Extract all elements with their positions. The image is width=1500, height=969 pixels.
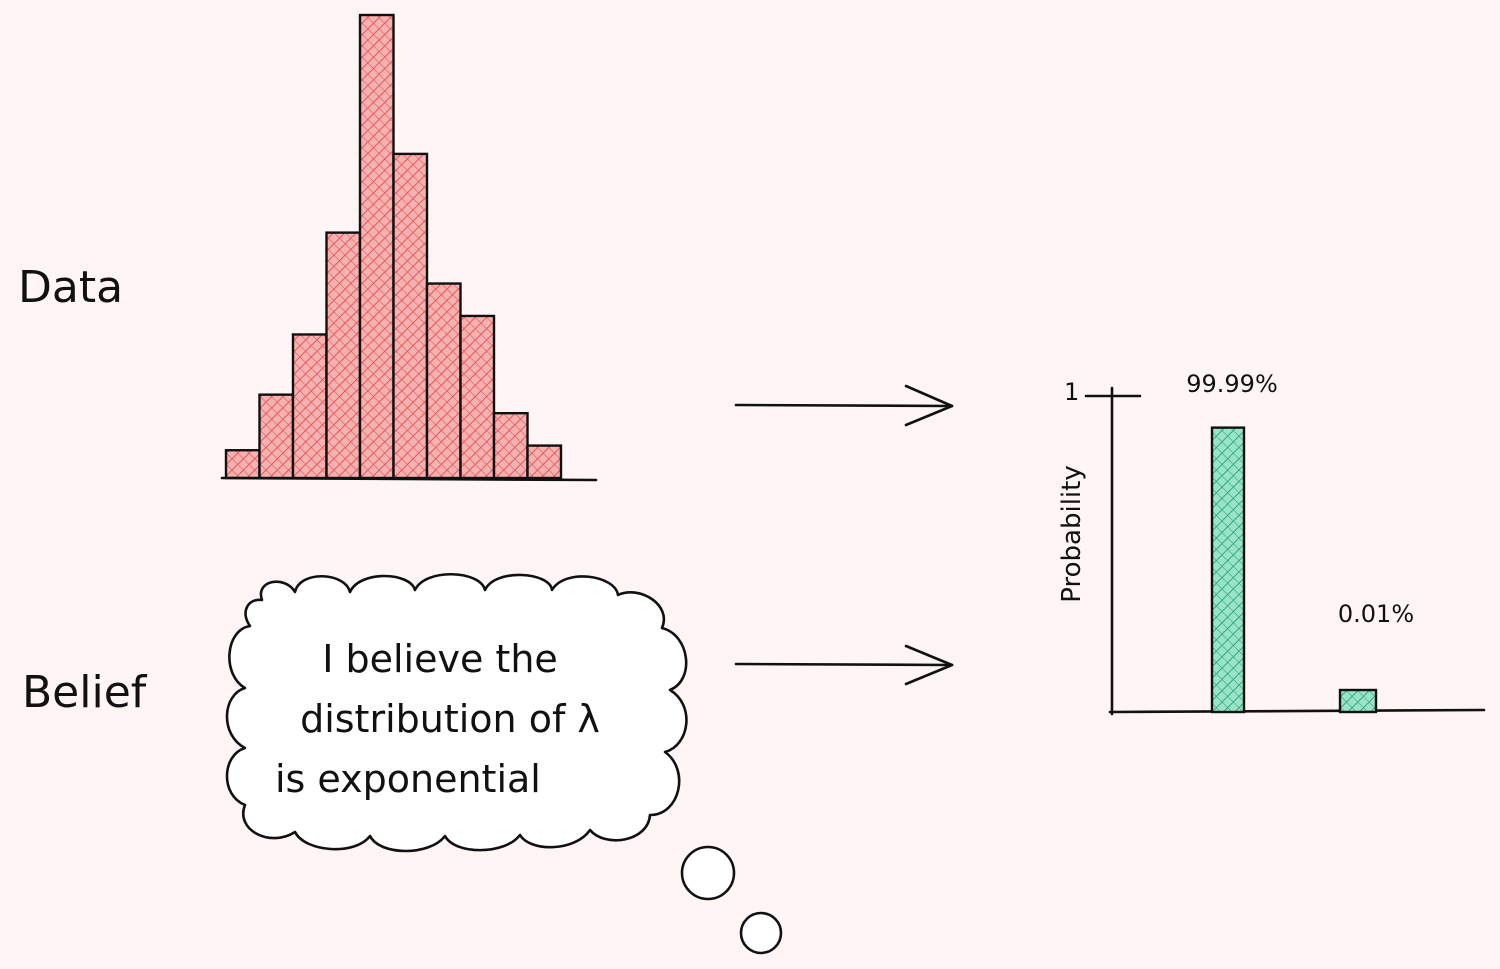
belief-label: Belief xyxy=(22,667,148,718)
probability-chart: 1 Probability 99.99% 0.01% xyxy=(1057,370,1486,716)
probability-bar-label-1: 99.99% xyxy=(1186,370,1278,398)
histogram-bar xyxy=(258,393,295,480)
histogram-bar xyxy=(459,314,496,480)
histogram-bar xyxy=(291,333,328,480)
belief-text-line-3: is exponential xyxy=(275,757,541,801)
x-axis xyxy=(1108,708,1486,714)
histogram-bar xyxy=(325,231,362,480)
belief-text-line-2: distribution of λ xyxy=(300,697,600,741)
y-axis-label: Probability xyxy=(1057,465,1087,602)
data-arrow xyxy=(734,384,954,427)
probability-bar-2 xyxy=(1338,688,1378,714)
probability-bar-1 xyxy=(1210,426,1246,714)
histogram-bar xyxy=(492,411,529,480)
data-histogram xyxy=(224,13,563,480)
thought-bubble xyxy=(225,572,783,955)
belief-arrow xyxy=(734,644,954,686)
probability-bar-label-2: 0.01% xyxy=(1338,600,1414,628)
histogram-bar xyxy=(358,13,395,480)
histogram-bar xyxy=(425,282,462,480)
belief-text-line-1: I believe the xyxy=(322,637,558,681)
histogram-bar xyxy=(224,449,261,480)
histogram-bar xyxy=(526,444,563,480)
histogram-bar xyxy=(392,152,429,480)
data-label: Data xyxy=(18,262,123,313)
y-tick-label: 1 xyxy=(1064,378,1079,406)
histogram-baseline xyxy=(220,476,598,482)
